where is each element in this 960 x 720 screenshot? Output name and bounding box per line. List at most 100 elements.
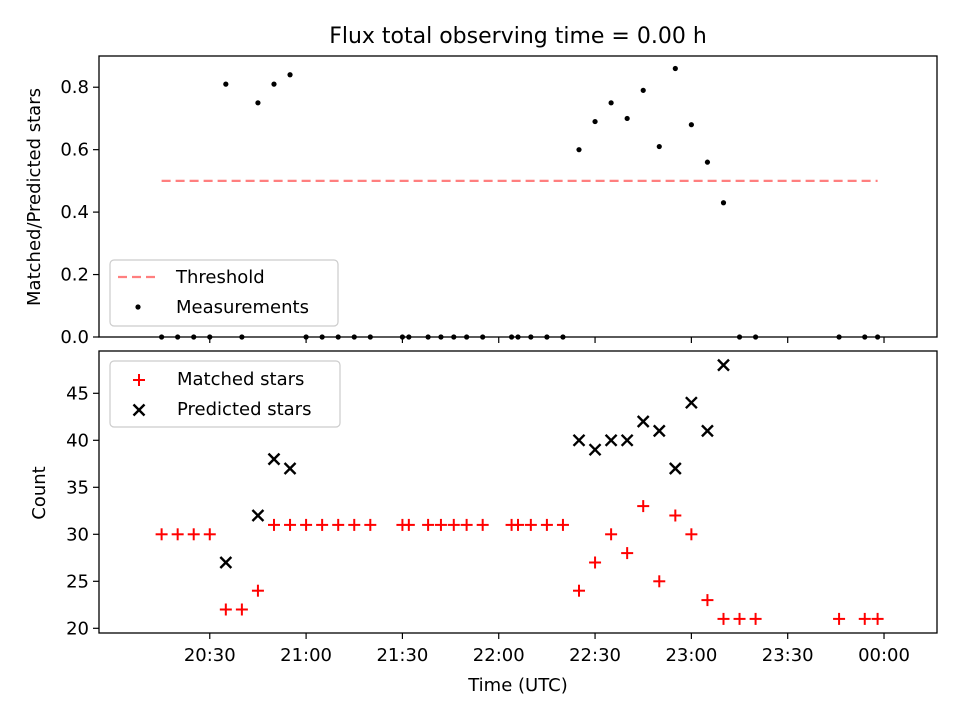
matched-star-point: [155, 528, 168, 541]
ratio-y-tick-label: 0.0: [60, 327, 89, 348]
legend-matched-label: Matched stars: [177, 369, 304, 390]
ratio-y-tick-label: 0.4: [60, 202, 89, 223]
matched-star-point: [300, 518, 313, 531]
count-x-tick-label: 23:00: [665, 645, 717, 666]
count-x-tick-label: 20:30: [184, 645, 236, 666]
predicted-star-point: [572, 433, 586, 447]
predicted-star-point: [219, 556, 233, 569]
cross-stroke: [636, 415, 650, 428]
count-y-tick-label: 35: [66, 477, 89, 498]
matched-star-point: [833, 612, 846, 625]
legend-measurements-swatch: [135, 304, 141, 310]
cross-stroke: [685, 396, 698, 410]
predicted-star-point: [701, 424, 714, 438]
legend-measurements-label: Measurements: [176, 297, 309, 318]
predicted-star-point: [620, 433, 634, 447]
matched-star-point: [402, 518, 415, 531]
count-y-ticks: 20 25 30 35 40 45: [66, 383, 99, 639]
count-y-tick-label: 30: [66, 524, 89, 545]
ratio-panel: 0.00.20.40.60.8 Matched/Predicted stars …: [24, 55, 938, 348]
matched-star-point: [203, 528, 216, 541]
matched-star-point: [524, 518, 537, 531]
cross-stroke: [588, 443, 602, 457]
matched-star-point: [316, 518, 329, 531]
predicted-star-point: [588, 443, 602, 457]
chart-title: Flux total observing time = 0.00 h: [329, 24, 707, 49]
ratio-axes-frame: [98, 55, 938, 338]
ratio-y-tick-label: 0.8: [60, 77, 89, 98]
matched-star-point: [540, 518, 553, 531]
matched-star-point: [422, 518, 435, 531]
measurement-point: [704, 159, 711, 165]
count-y-tick-label: 40: [66, 430, 89, 451]
count-y-tick-label: 45: [66, 383, 89, 404]
count-y-tick-label: 20: [66, 618, 89, 639]
count-legend: Matched stars Predicted stars: [109, 360, 341, 428]
measurement-points: [159, 65, 881, 340]
cross-stroke: [652, 424, 666, 438]
cross-stroke: [668, 462, 682, 475]
measurement-point: [688, 122, 694, 128]
matched-star-point: [251, 584, 264, 597]
predicted-star-point: [251, 509, 265, 522]
matched-star-point: [332, 518, 345, 531]
cross-stroke: [283, 462, 297, 475]
legend-predicted-label: Predicted stars: [177, 399, 311, 420]
ratio-legend-box: [109, 259, 339, 327]
legend-plus-marker: [133, 374, 145, 386]
matched-star-point: [460, 518, 473, 531]
measurement-point: [624, 115, 630, 122]
count-panel: 20 25 30 35 40 45 20:30 21:00 21:30 22:00 22:30 23…: [29, 350, 938, 696]
predicted-star-point: [652, 424, 666, 438]
count-x-tick-label: 22:30: [569, 645, 621, 666]
matched-star-point: [434, 518, 447, 531]
cross-stroke: [604, 433, 618, 447]
predicted-star-point: [685, 396, 698, 410]
measurement-point: [672, 65, 678, 72]
cross-stroke: [219, 556, 233, 569]
cross-stroke: [620, 433, 634, 447]
cross-stroke: [572, 433, 586, 447]
measurement-point: [223, 81, 229, 87]
ratio-y-ticks: 0.0 0.2 0.4 0.6 0.8: [60, 77, 99, 348]
matched-star-point: [653, 575, 666, 588]
matched-star-point: [858, 612, 871, 625]
measurement-point: [255, 100, 261, 106]
predicted-star-point: [283, 462, 297, 475]
legend-predicted-swatch: [132, 403, 146, 417]
matched-star-point: [512, 518, 524, 531]
measurement-point: [287, 72, 293, 78]
cross-stroke: [267, 452, 281, 466]
matched-star-point: [589, 556, 602, 569]
matched-star-point: [284, 518, 297, 531]
measurement-point: [656, 143, 662, 150]
matched-star-point: [556, 518, 569, 531]
matched-star-point: [219, 603, 232, 616]
count-y-tick-label: 25: [66, 571, 89, 592]
matched-star-point: [605, 528, 618, 541]
predicted-star-point: [636, 415, 650, 428]
measurement-point: [576, 147, 582, 153]
matched-star-point: [171, 528, 184, 541]
predicted-star-point: [604, 433, 618, 447]
matched-star-point: [476, 518, 489, 531]
ratio-y-tick-label: 0.2: [60, 265, 89, 286]
legend-threshold-label: Threshold: [175, 267, 265, 288]
matched-star-point: [685, 528, 698, 541]
count-x-tick-label: 22:00: [473, 645, 525, 666]
measurement-point: [608, 100, 614, 106]
matched-star-point: [573, 584, 586, 597]
legend-matched-swatch: [133, 374, 145, 386]
cross-stroke: [251, 509, 265, 522]
count-x-tick-label: 21:30: [376, 645, 428, 666]
x-axis-label: Time (UTC): [467, 675, 568, 696]
measurement-point: [271, 81, 277, 87]
matched-star-point: [187, 528, 200, 541]
ratio-legend: Threshold Measurements: [109, 259, 339, 327]
matched-star-point: [701, 594, 714, 607]
matched-star-point: [749, 612, 762, 625]
measurement-point: [720, 200, 727, 206]
count-x-tick-label: 00:00: [858, 645, 910, 666]
matched-star-point: [364, 518, 377, 531]
